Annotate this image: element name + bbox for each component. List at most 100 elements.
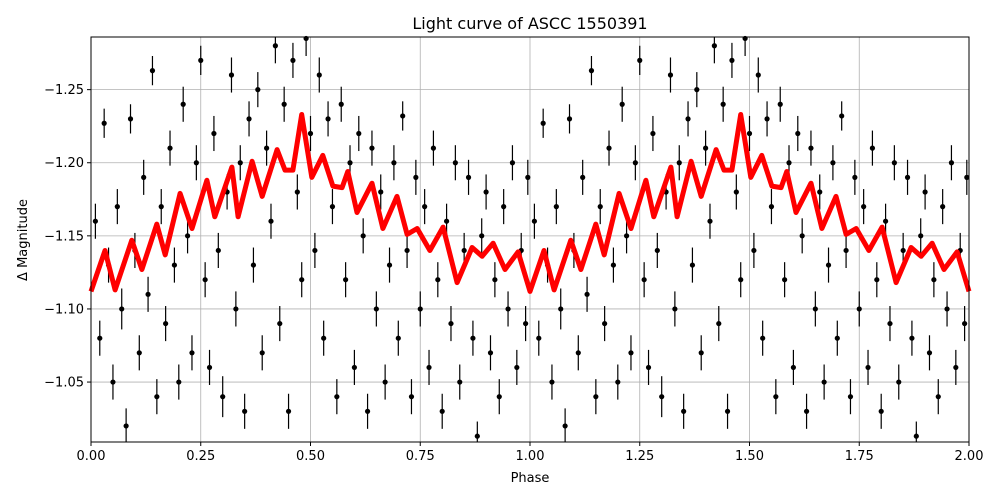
data-point (457, 379, 463, 385)
data-point (127, 116, 134, 122)
data-point (417, 306, 423, 312)
y-tick-label: −1.20 (44, 156, 84, 171)
data-point (290, 57, 296, 63)
data-point (400, 113, 406, 119)
data-point (479, 233, 485, 239)
data-point (896, 379, 902, 385)
data-point (856, 306, 862, 312)
data-point (356, 130, 362, 137)
data-point (821, 379, 827, 385)
data-point (158, 204, 164, 210)
data-point (321, 335, 327, 341)
data-point (606, 145, 612, 151)
data-point (255, 87, 261, 93)
data-point (553, 204, 559, 210)
data-point (580, 174, 586, 180)
data-point (202, 277, 208, 283)
data-point (523, 320, 529, 327)
data-point (171, 262, 178, 268)
data-point (452, 160, 458, 166)
y-tick-label: −1.15 (44, 229, 84, 244)
x-axis-label: Phase (511, 471, 550, 486)
data-point (307, 130, 314, 137)
data-point (360, 233, 366, 239)
data-point (176, 379, 182, 385)
data-point (426, 364, 432, 371)
data-point (373, 306, 379, 312)
data-point (470, 335, 476, 341)
data-point (790, 364, 797, 371)
data-point (193, 160, 199, 166)
data-point (325, 116, 331, 122)
data-point (329, 204, 336, 210)
model-curve (88, 112, 972, 294)
y-axis-label: Δ Magnitude (16, 199, 31, 281)
data-point (382, 379, 388, 385)
data-point (101, 120, 107, 126)
data-point (246, 116, 252, 122)
data-point (180, 101, 186, 107)
data-point (408, 394, 415, 400)
data-point (343, 277, 349, 283)
data-point (681, 408, 687, 414)
data-point (474, 433, 480, 439)
data-point (782, 277, 788, 283)
data-point (685, 116, 691, 122)
data-point (847, 394, 854, 400)
data-point (773, 394, 779, 400)
data-point (843, 247, 849, 254)
data-point (764, 116, 770, 122)
data-point (92, 218, 98, 224)
data-point (861, 204, 867, 210)
data-point (716, 320, 722, 327)
x-tick-label: 0.50 (296, 449, 325, 464)
data-point (654, 247, 660, 254)
data-point (386, 262, 393, 268)
data-point (672, 306, 678, 312)
data-point (882, 218, 889, 224)
data-point (795, 130, 801, 137)
data-point (711, 43, 717, 49)
x-tick-label: 0.00 (77, 449, 106, 464)
data-point (738, 277, 744, 283)
data-point (184, 233, 191, 239)
data-point (637, 57, 643, 63)
data-point (483, 189, 489, 195)
data-point (694, 87, 700, 93)
data-point (733, 189, 739, 195)
data-point (347, 160, 353, 166)
data-point (505, 306, 511, 312)
data-point (768, 204, 775, 210)
data-point (940, 204, 946, 210)
data-point (808, 145, 814, 151)
data-point (913, 433, 919, 439)
data-point (237, 160, 243, 166)
data-point (334, 394, 340, 400)
data-point (461, 247, 467, 254)
data-point (825, 262, 832, 268)
x-tick-label: 1.00 (516, 449, 545, 464)
data-point (676, 160, 682, 166)
data-point (909, 335, 915, 341)
data-point (220, 394, 226, 400)
data-point (632, 160, 638, 166)
data-point (593, 394, 599, 400)
data-point (531, 218, 537, 224)
data-point (869, 145, 876, 151)
data-point (935, 394, 941, 400)
data-point (242, 408, 248, 414)
data-point (659, 394, 665, 400)
data-point (145, 291, 151, 297)
data-point (338, 101, 344, 107)
data-point (233, 306, 239, 312)
data-point (852, 174, 858, 180)
data-point (540, 120, 546, 126)
data-point (803, 408, 810, 414)
data-point (667, 72, 674, 78)
data-point (378, 189, 384, 195)
data-point (465, 174, 472, 180)
data-point (900, 247, 906, 254)
data-point (830, 160, 836, 166)
data-point (149, 68, 156, 74)
data-point (536, 335, 542, 341)
